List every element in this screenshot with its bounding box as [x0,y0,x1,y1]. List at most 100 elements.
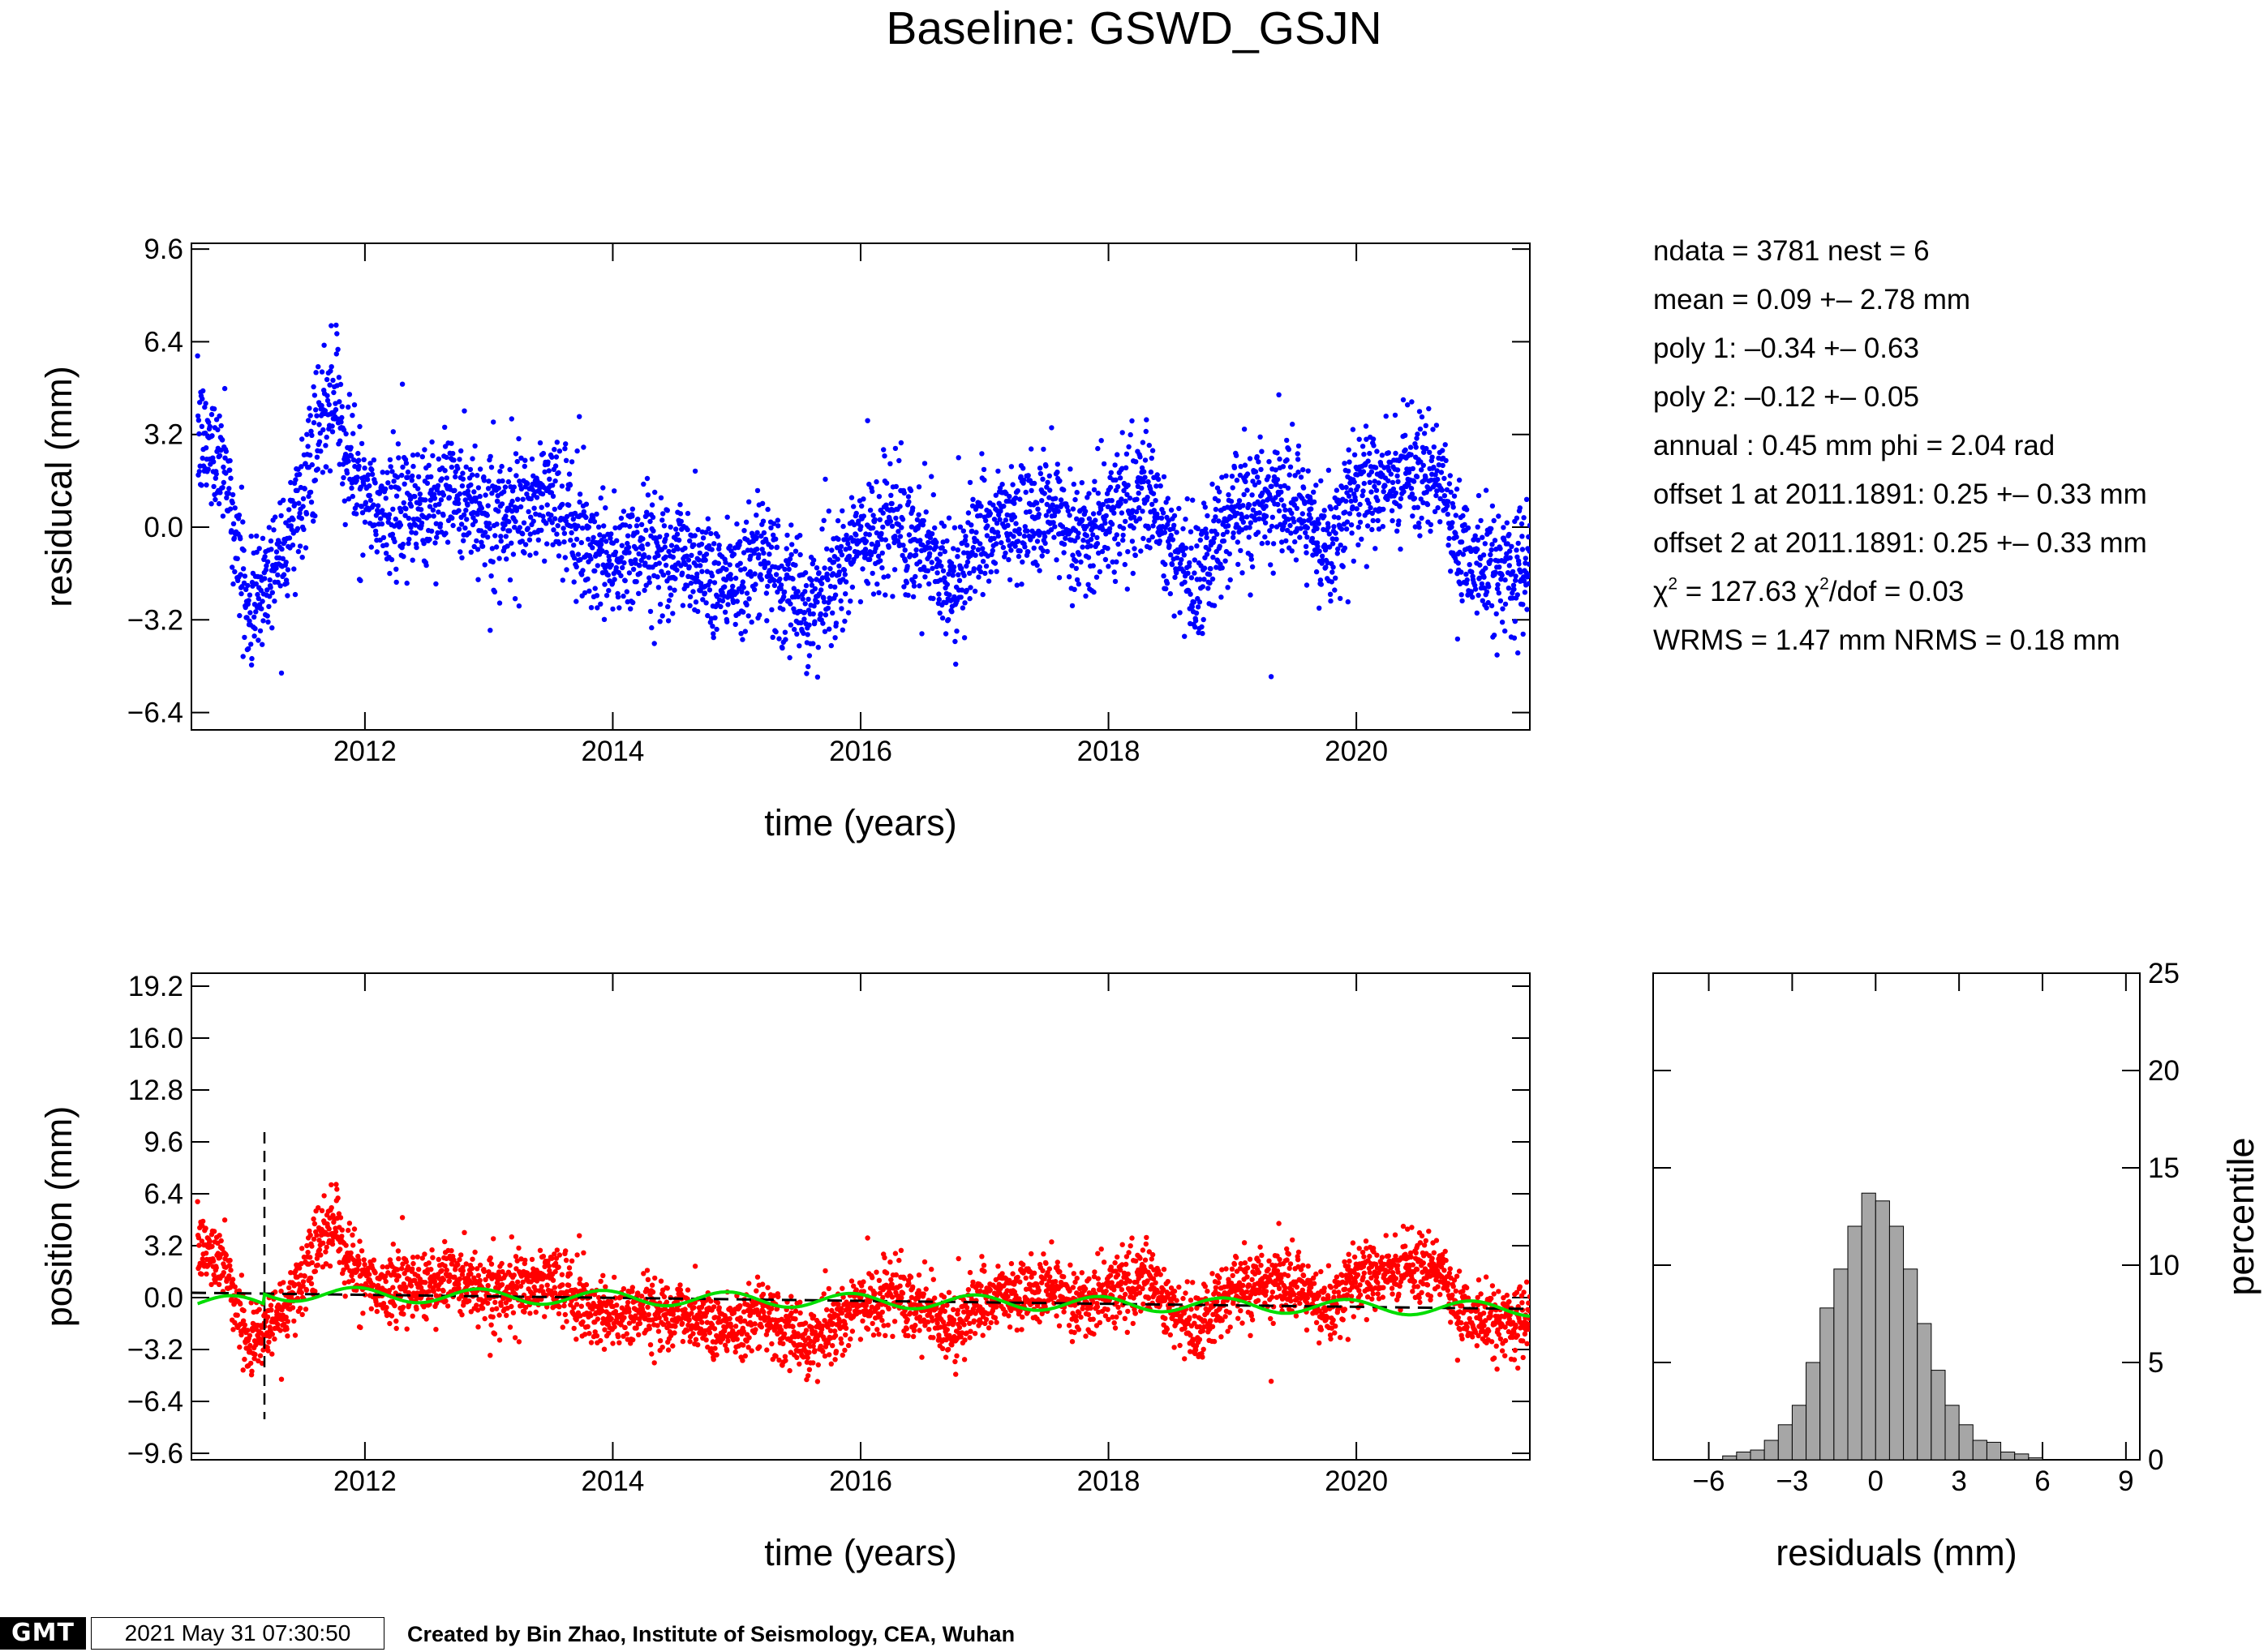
position-ytick-label: 19.2 [128,971,183,1002]
residual-point [1072,586,1077,592]
residual-point [870,488,875,495]
residual-point [1360,469,1367,474]
residual-point [1368,489,1374,495]
residual-point [344,470,350,476]
residual-point [1489,503,1496,509]
residual-point [554,531,560,537]
residual-point [1132,546,1137,551]
residual-point [521,520,527,526]
position-point [304,1242,310,1249]
residual-point [939,545,945,551]
residual-point [1217,543,1222,549]
position-point [530,1291,536,1298]
residual-point [786,566,792,573]
position-ytick-label: 12.8 [128,1075,183,1106]
residual-point [967,479,973,486]
position-point [256,1358,261,1364]
residual-point [1440,462,1445,469]
residual-point [719,598,726,604]
residual-point [870,513,876,518]
residual-point [741,550,747,556]
residual-point [958,594,964,600]
residual-point [248,534,254,539]
position-point [221,1217,228,1223]
residual-point [994,521,1000,526]
position-point [395,1248,402,1254]
residual-point [1201,500,1207,506]
residual-point [203,401,208,406]
residual-point [619,555,625,560]
residual-point [1191,599,1197,605]
residual-point [686,564,692,570]
residual-point [760,518,767,524]
residual-point [386,512,393,517]
residual-point [1268,562,1274,568]
residual-point [900,543,906,548]
residual-point [1429,454,1435,460]
residual-point [1280,464,1286,470]
residual-point [341,498,347,504]
residual-point [493,544,500,550]
residual-point [1016,553,1022,560]
residual-point [1295,443,1302,449]
residual-point [933,544,939,550]
residual-point [369,471,376,477]
residual-point [580,568,586,573]
position-point [300,1279,307,1285]
residual-point [269,625,275,631]
position-point [500,1268,505,1275]
residual-point [556,470,561,476]
position-point [556,1264,561,1270]
residual-point [670,554,676,560]
residual-point [256,546,262,551]
position-point [482,1315,488,1322]
residual-point [1203,526,1209,532]
residual-point [522,542,529,547]
position-point [419,1255,425,1261]
residual-point [238,572,243,577]
residual-point [666,598,672,603]
residual-point [664,508,670,513]
residual-point [563,457,569,463]
residual-point [552,447,557,453]
position-point [396,1255,402,1262]
residual-point [787,556,793,562]
residual-point [657,534,663,539]
residual-axes: 2012 2014 2016 2018 20209.66.43.20.0−3.2−6.4… [38,234,1531,843]
position-point [433,1327,439,1332]
residual-point [1372,478,1378,484]
residual-point [335,346,341,352]
residual-point [1129,418,1135,424]
residual-point [801,630,806,637]
residual-point [1494,586,1501,592]
position-point [196,1242,202,1248]
residual-point [1100,526,1106,533]
residual-point [893,483,900,490]
residual-point [1334,536,1339,542]
residual-point [213,496,218,503]
position-point [556,1304,562,1310]
residual-point [1274,482,1279,487]
residual-point [1416,524,1422,530]
residual-point [678,563,684,569]
residual-point [764,618,770,624]
residual-point [875,542,881,548]
residual-point [522,457,528,463]
residual-point [1136,504,1142,511]
residual-point [1230,485,1235,491]
residual-point [618,573,624,579]
residual-point [1330,564,1336,570]
position-point [493,1306,500,1311]
residual-point [878,530,884,536]
residual-point [1435,504,1441,511]
residual-point [666,548,672,555]
residual-point [652,489,658,496]
position-point [211,1272,217,1278]
position-point [457,1257,462,1263]
position-point [368,1306,374,1312]
residual-point [299,464,304,470]
position-point [544,1282,550,1288]
residual-point [400,464,406,470]
residual-point [1299,511,1306,517]
residual-point [953,661,959,667]
